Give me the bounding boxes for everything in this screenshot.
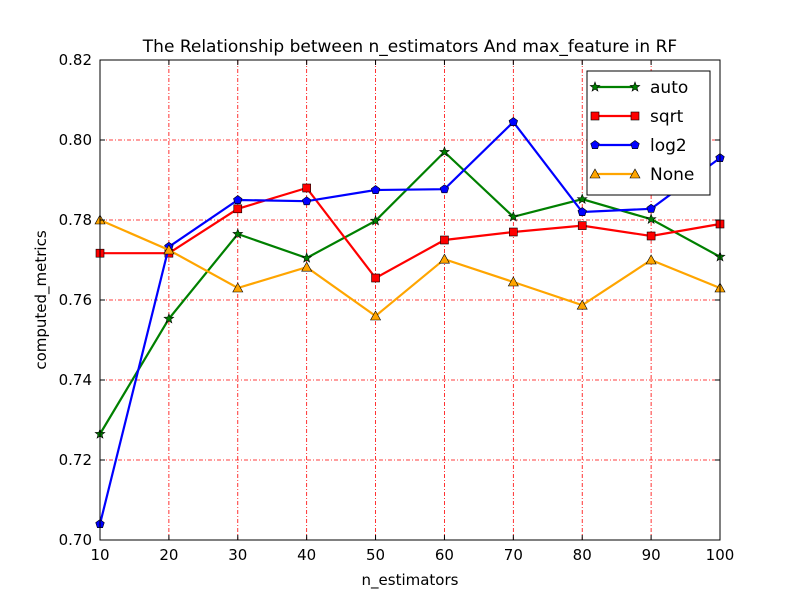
data-point — [163, 244, 175, 255]
data-point — [302, 183, 311, 193]
chart-title: The Relationship between n_estimators An… — [142, 37, 677, 57]
data-point — [630, 140, 640, 149]
legend: auto sqrt log2 None — [586, 70, 711, 196]
series-line — [98, 120, 721, 525]
data-point — [302, 196, 312, 206]
data-point — [369, 214, 382, 226]
y-axis-label: computed_metrics — [32, 230, 51, 369]
data-point — [301, 252, 313, 263]
data-point — [439, 184, 450, 194]
data-point — [370, 310, 382, 321]
data-point — [629, 168, 641, 179]
axis-ticks: 10 20 30 40 50 60 70 80 90 100 0.70 0.72 0.74 0.76 0.7… — [59, 51, 735, 564]
data-point — [371, 273, 380, 283]
x-tick-label: 40 — [297, 546, 316, 564]
x-tick-label: 10 — [90, 546, 109, 564]
x-tick-label: 80 — [573, 546, 592, 564]
data-point — [508, 117, 518, 126]
data-point — [630, 111, 640, 121]
x-tick-label: 60 — [435, 546, 454, 564]
x-tick-label: 30 — [228, 546, 247, 564]
data-point — [370, 185, 381, 194]
data-point — [646, 231, 656, 241]
legend-label: sqrt — [650, 107, 684, 127]
data-point — [163, 312, 175, 324]
series-line — [99, 150, 721, 435]
y-tick-label: 0.78 — [59, 211, 92, 229]
data-point — [576, 193, 588, 204]
data-point — [507, 210, 519, 222]
data-point — [438, 253, 450, 264]
legend-label: log2 — [650, 136, 687, 156]
data-point — [590, 140, 600, 149]
y-tick-label: 0.70 — [59, 531, 92, 549]
series-lines — [94, 117, 726, 528]
data-point — [440, 235, 449, 245]
data-point — [577, 221, 587, 230]
data-point — [232, 282, 244, 293]
y-tick-label: 0.80 — [59, 131, 92, 149]
legend-item: sqrt — [590, 107, 684, 127]
data-point — [233, 204, 243, 214]
y-tick-label: 0.82 — [59, 51, 92, 69]
data-point — [509, 227, 518, 237]
x-tick-label: 50 — [366, 546, 385, 564]
y-tick-label: 0.74 — [59, 371, 92, 389]
legend-label: None — [650, 165, 694, 185]
x-tick-label: 20 — [159, 546, 178, 564]
data-point — [590, 111, 600, 121]
data-point — [438, 146, 451, 157]
series-line — [100, 186, 721, 280]
data-point — [589, 81, 601, 92]
x-tick-label: 100 — [706, 546, 735, 564]
data-point — [507, 276, 519, 287]
x-tick-label: 90 — [642, 546, 661, 564]
data-point — [301, 261, 313, 272]
data-point — [646, 203, 656, 213]
data-point — [577, 207, 587, 216]
x-axis-label: n_estimators — [362, 571, 459, 590]
data-point — [233, 195, 243, 204]
series-none — [94, 214, 726, 321]
legend-label: auto — [650, 78, 688, 98]
series-log2 — [95, 117, 725, 528]
y-tick-label: 0.76 — [59, 291, 92, 309]
x-tick-label: 70 — [504, 546, 523, 564]
legend-item: log2 — [590, 136, 687, 156]
data-point — [629, 81, 641, 92]
data-point — [589, 168, 601, 179]
data-point — [232, 228, 244, 239]
data-point — [645, 254, 657, 265]
series-line — [99, 218, 721, 318]
y-tick-label: 0.72 — [59, 451, 92, 469]
legend-item: None — [589, 165, 694, 185]
data-point — [576, 299, 588, 310]
data-point — [645, 213, 657, 224]
legend-item: auto — [589, 78, 688, 98]
